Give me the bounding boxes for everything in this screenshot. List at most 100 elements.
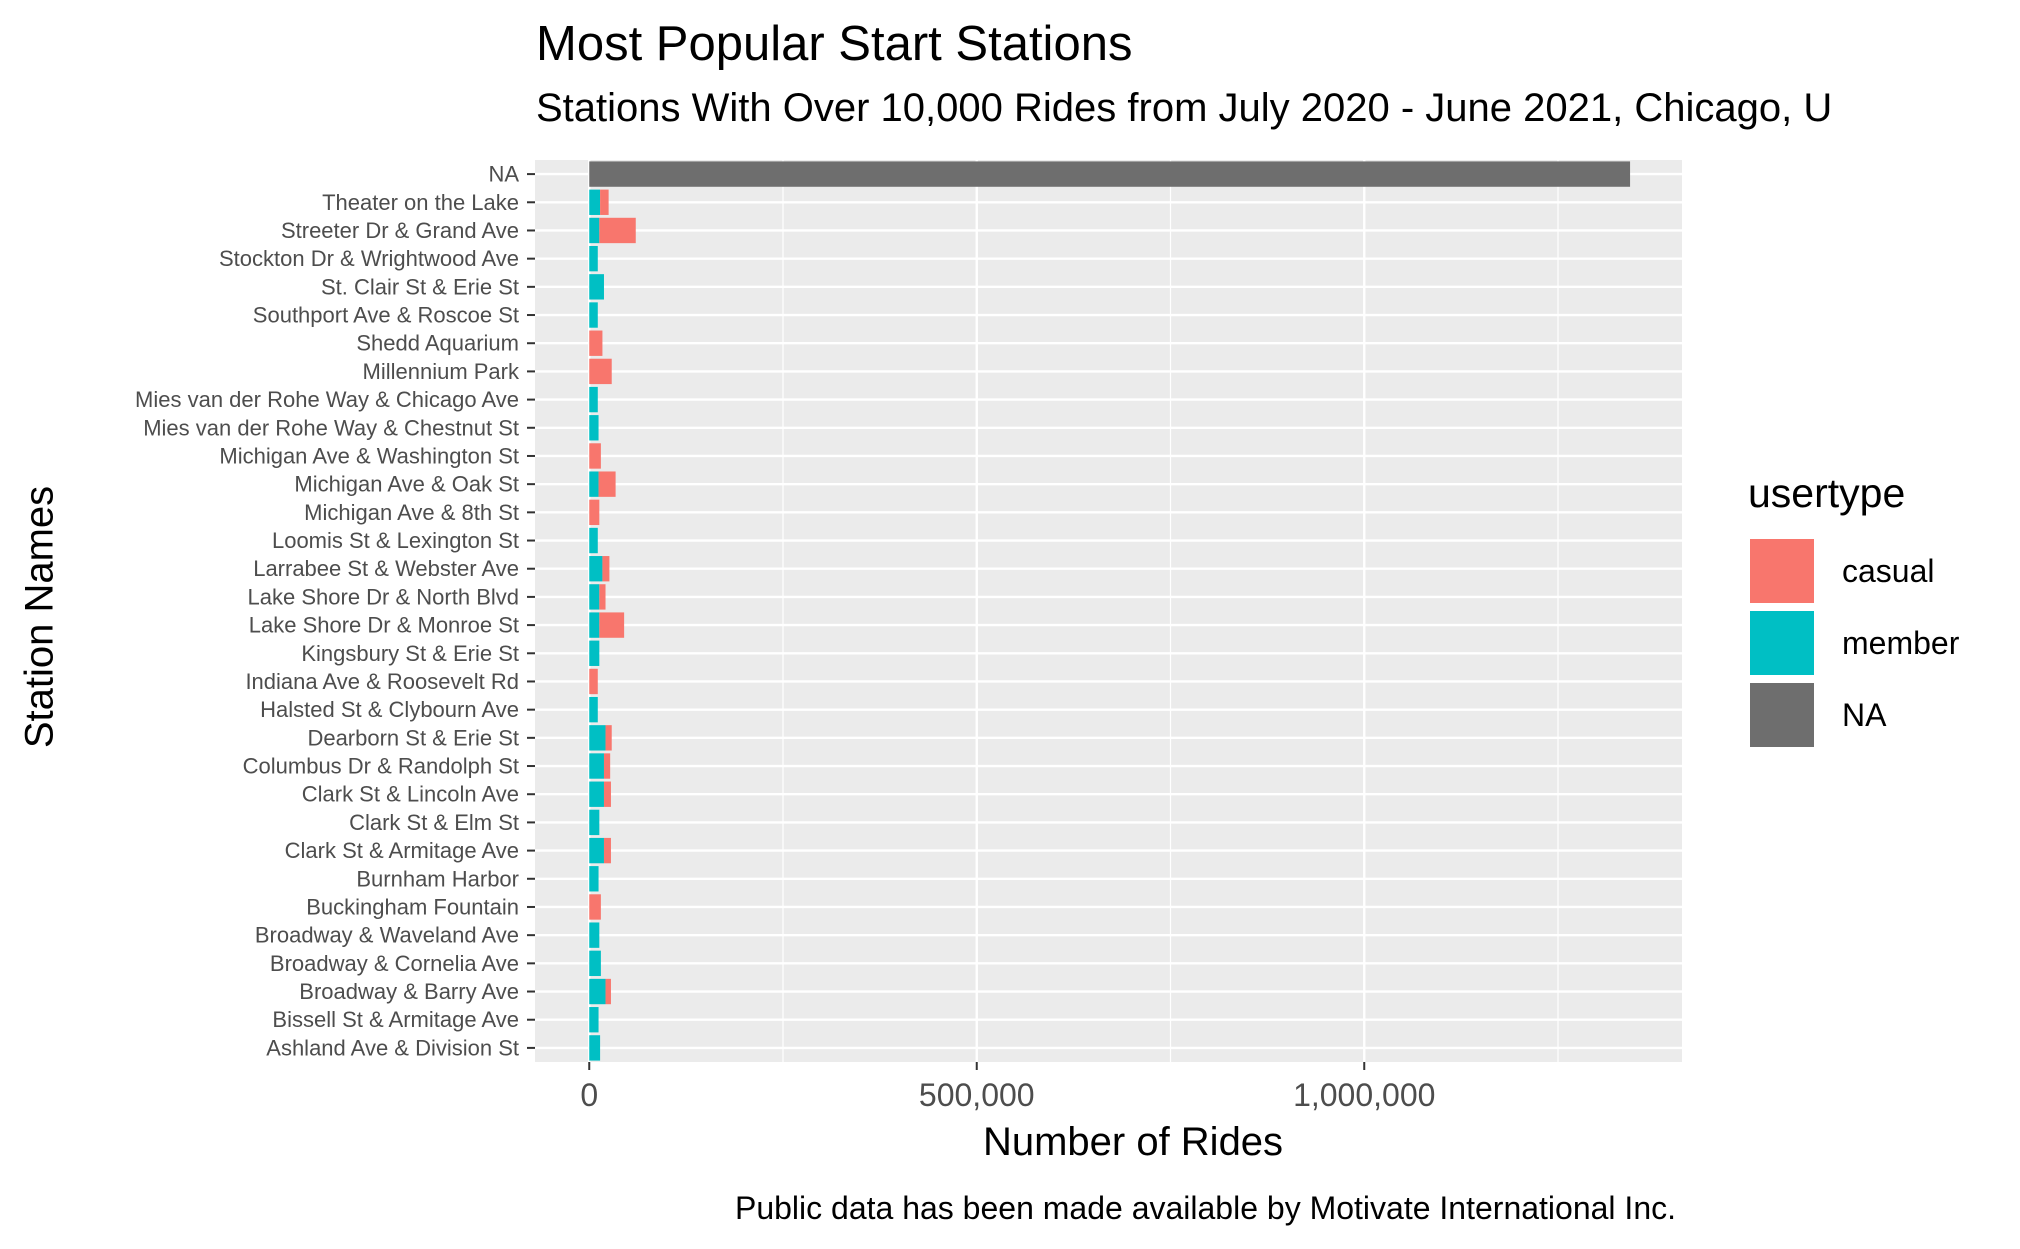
x-tick-label: 0 bbox=[580, 1077, 598, 1113]
legend-key-casual bbox=[1748, 537, 1816, 605]
bar-casual bbox=[589, 358, 612, 385]
y-tick-label: Halsted St & Clybourn Ave bbox=[260, 697, 519, 722]
y-tick-label: Michigan Ave & Washington St bbox=[219, 443, 519, 468]
bar-member bbox=[589, 753, 604, 779]
y-tick-label: Clark St & Armitage Ave bbox=[285, 838, 519, 863]
y-tick-label: Kingsbury St & Erie St bbox=[301, 641, 519, 666]
y-tick-label: Columbus Dr & Randolph St bbox=[243, 754, 519, 779]
bar-casual bbox=[599, 217, 636, 244]
legend-label-casual: casual bbox=[1842, 552, 1935, 589]
y-tick-label: Burnham Harbor bbox=[356, 866, 519, 891]
bar-casual bbox=[605, 725, 612, 751]
y-tick-label: Mies van der Rohe Way & Chicago Ave bbox=[135, 387, 519, 412]
bars bbox=[589, 161, 1631, 1061]
bar-casual bbox=[599, 584, 606, 610]
y-tick-label: NA bbox=[488, 162, 519, 187]
bar-casual bbox=[603, 837, 611, 864]
y-tick-label: Theater on the Lake bbox=[322, 190, 519, 215]
bar-member bbox=[589, 809, 600, 836]
bar-member bbox=[589, 978, 606, 1005]
y-tick-label: Broadway & Barry Ave bbox=[299, 979, 519, 1004]
y-tick-label: Michigan Ave & Oak St bbox=[294, 472, 519, 497]
y-tick-label: Larrabee St & Webster Ave bbox=[253, 556, 519, 581]
y-axis-ticks: NA Theater on the Lake Streeter Dr & Grand… bbox=[135, 162, 535, 1060]
bar-casual bbox=[602, 556, 610, 582]
y-tick-label: Lake Shore Dr & North Blvd bbox=[248, 584, 519, 609]
x-tick-label: 500,000 bbox=[919, 1077, 1035, 1113]
bar-member bbox=[589, 217, 600, 244]
bar-casual bbox=[603, 781, 611, 807]
legend-item-member: member bbox=[1748, 607, 1959, 679]
legend: usertype casual member NA bbox=[1748, 470, 1959, 751]
legend-item-na: NA bbox=[1748, 679, 1959, 751]
bar-casual bbox=[603, 753, 611, 779]
bar-member bbox=[589, 556, 603, 582]
bar-casual bbox=[599, 612, 625, 638]
bar-member bbox=[589, 189, 601, 215]
bar-member bbox=[589, 527, 598, 554]
y-tick-label: Mies van der Rohe Way & Chestnut St bbox=[143, 415, 519, 440]
x-tick-label: 1,000,000 bbox=[1293, 1077, 1435, 1113]
grid-lines bbox=[535, 160, 1682, 1062]
y-tick-label: Stockton Dr & Wrightwood Ave bbox=[219, 246, 519, 271]
bar-casual bbox=[589, 668, 598, 695]
y-tick-label: Ashland Ave & Division St bbox=[266, 1035, 519, 1060]
legend-label-member: member bbox=[1842, 624, 1960, 661]
bar-member bbox=[589, 866, 599, 892]
bar-member bbox=[589, 471, 599, 497]
bar-member bbox=[589, 1007, 599, 1033]
bar-member bbox=[589, 584, 600, 610]
bar-member bbox=[589, 245, 598, 272]
y-tick-label: Broadway & Waveland Ave bbox=[255, 923, 519, 948]
bar-casual bbox=[598, 471, 616, 497]
bar-member bbox=[589, 612, 600, 638]
y-tick-label: Streeter Dr & Grand Ave bbox=[281, 218, 519, 243]
bar-member bbox=[589, 837, 604, 864]
chart-caption: Public data has been made available by M… bbox=[734, 1190, 1676, 1226]
bar-casual bbox=[589, 330, 603, 356]
y-tick-label: Shedd Aquarium bbox=[356, 331, 519, 356]
y-tick-label: Bissell St & Armitage Ave bbox=[272, 1007, 519, 1032]
bar-member bbox=[589, 950, 601, 977]
legend-label-na: NA bbox=[1842, 696, 1887, 733]
y-tick-label: St. Clair St & Erie St bbox=[321, 274, 519, 299]
y-tick-label: Indiana Ave & Roosevelt Rd bbox=[245, 669, 519, 694]
y-tick-label: Lake Shore Dr & Monroe St bbox=[249, 613, 519, 638]
y-tick-label: Dearborn St & Erie St bbox=[307, 725, 519, 750]
bar-member bbox=[589, 386, 598, 413]
chart-title: Most Popular Start Stations bbox=[536, 17, 1133, 71]
legend-title: usertype bbox=[1748, 470, 1906, 516]
bar-member bbox=[589, 274, 604, 300]
bar-member bbox=[589, 922, 600, 948]
bar-casual bbox=[605, 978, 611, 1005]
y-tick-label: Millennium Park bbox=[363, 359, 520, 384]
y-tick-label: Michigan Ave & 8th St bbox=[304, 500, 519, 525]
x-axis-label: Number of Rides bbox=[982, 1120, 1284, 1164]
chart-subtitle: Stations With Over 10,000 Rides from Jul… bbox=[536, 86, 1833, 130]
y-axis-label: Station Names bbox=[17, 485, 62, 749]
x-axis-ticks: 0 500,000 1,000,000 bbox=[580, 1062, 1435, 1113]
bar-member bbox=[589, 302, 598, 328]
y-tick-label: Broadway & Cornelia Ave bbox=[270, 951, 519, 976]
legend-key-na bbox=[1748, 681, 1816, 749]
y-tick-label: Loomis St & Lexington St bbox=[272, 528, 519, 553]
bar-member bbox=[589, 1035, 601, 1061]
bar-member bbox=[589, 725, 606, 751]
legend-key-member bbox=[1748, 609, 1816, 677]
plot-panel bbox=[535, 160, 1682, 1062]
bar-na bbox=[589, 161, 1631, 187]
bar-member bbox=[589, 781, 604, 807]
bar-member bbox=[589, 696, 598, 723]
bar-casual bbox=[589, 894, 601, 920]
bar-member bbox=[589, 415, 599, 441]
legend-item-casual: casual bbox=[1748, 535, 1959, 607]
y-tick-label: Clark St & Elm St bbox=[349, 810, 519, 835]
y-tick-label: Buckingham Fountain bbox=[306, 894, 519, 919]
bar-member bbox=[589, 640, 600, 666]
bar-casual bbox=[589, 499, 600, 526]
y-tick-label: Southport Ave & Roscoe St bbox=[253, 303, 519, 328]
y-tick-label: Clark St & Lincoln Ave bbox=[302, 782, 519, 807]
bar-casual bbox=[589, 443, 601, 469]
bar-casual bbox=[600, 189, 609, 215]
